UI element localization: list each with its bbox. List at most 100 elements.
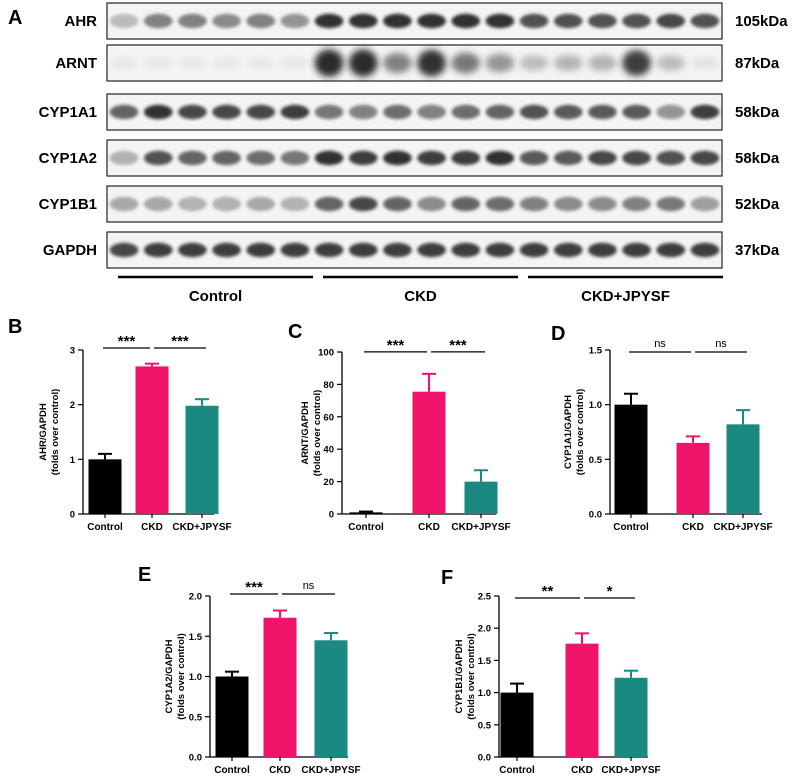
blot-band [519, 150, 549, 166]
blot-band [417, 13, 446, 29]
blot-band [451, 52, 481, 74]
blot-band [109, 196, 139, 212]
blot-strip [106, 2, 723, 40]
blot-protein-label: CYP1A1 [39, 104, 97, 121]
y-axis-label: (folds over control) [575, 389, 586, 476]
bar-chart-ahr: B 0 1 2 3 AHR/GAPDH (folds over control) Contro… [8, 316, 232, 533]
blot-band [553, 13, 583, 29]
blot-row: CYP1B1 52kDa [39, 185, 780, 223]
blot-band [622, 50, 651, 76]
blot-band [485, 13, 515, 29]
bar [464, 481, 498, 514]
blot-band [383, 242, 412, 258]
category-label: CKD [269, 765, 291, 776]
blot-band [622, 13, 651, 29]
blot-band [519, 55, 549, 71]
category-label: Control [499, 765, 535, 776]
blot-band [246, 104, 276, 120]
blot-band [143, 13, 173, 29]
blot-band [656, 196, 686, 212]
category-label: Control [87, 522, 123, 533]
significance-label: *** [387, 337, 405, 354]
category-label: CKD+JPYSF [451, 522, 510, 533]
blot-band [485, 196, 515, 212]
blot-band [143, 104, 173, 120]
blot-kda-label: 37kDa [735, 242, 780, 259]
blot-band [212, 57, 241, 69]
panel-label-a: A [8, 7, 22, 29]
y-tick-label: 0.5 [589, 455, 603, 466]
y-tick-label: 1.5 [478, 656, 492, 667]
y-tick-label: 2.5 [478, 592, 492, 603]
blot-band [383, 196, 412, 212]
y-tick-label: 0 [70, 510, 75, 521]
bar [726, 424, 760, 514]
blot-band [383, 53, 412, 73]
y-tick-label: 1.0 [189, 672, 202, 683]
y-tick-label: 0.5 [478, 720, 492, 731]
bar-chart-cyp1a1: D 0.0 0.5 1.0 1.5 CYP1A1/GAPDH (folds over con… [551, 323, 773, 533]
blot-band [553, 55, 583, 71]
group-label: CKD+JPYSF [581, 288, 670, 305]
blot-band [656, 242, 686, 258]
blot-band [246, 150, 276, 166]
blot-band [485, 242, 515, 258]
significance-label: ns [654, 338, 666, 350]
significance-label: *** [118, 333, 136, 350]
panel-label: B [8, 316, 22, 338]
y-tick-label: 0.0 [589, 510, 602, 521]
blot-band [178, 242, 207, 258]
blot-band [143, 150, 173, 166]
blot-kda-label: 58kDa [735, 104, 780, 121]
blot-strip [106, 139, 723, 177]
blot-band [348, 150, 378, 166]
blot-band [485, 104, 515, 120]
blot-band [451, 196, 481, 212]
bar-chart-cyp1a2: E 0.0 0.5 1.0 1.5 2.0 CYP1A2/GAPDH (folds over … [138, 564, 361, 776]
blot-band [212, 13, 241, 29]
category-label: Control [214, 765, 250, 776]
blot-band [212, 150, 241, 166]
bar [135, 366, 169, 514]
blot-band [553, 150, 583, 166]
blot-band [417, 150, 446, 166]
blot-band [178, 104, 207, 120]
blot-band [417, 242, 446, 258]
y-tick-label: 20 [323, 477, 334, 488]
blot-band [348, 49, 378, 77]
blot-band [246, 13, 276, 29]
blot-band [314, 104, 344, 120]
category-label: CKD+JPYSF [601, 765, 660, 776]
panel-label: C [288, 321, 302, 343]
blot-band [553, 104, 583, 120]
y-tick-label: 1.5 [589, 346, 603, 357]
y-tick-label: 1.0 [478, 688, 491, 699]
significance-label: * [607, 583, 613, 600]
blot-band [383, 104, 412, 120]
blot-band [246, 57, 276, 69]
blot-band [622, 196, 651, 212]
blot-band [383, 150, 412, 166]
y-axis-label: CYP1A2/GAPDH [164, 639, 175, 713]
y-tick-label: 40 [323, 445, 334, 456]
blot-row: CYP1A2 58kDa [39, 139, 780, 177]
western-blot-panel: A AHR 105kDa ARNT 87kDa CYP1A1 58kDa CYP1A2 58k… [8, 2, 788, 305]
blot-band [280, 57, 310, 69]
blot-band [348, 196, 378, 212]
bar [215, 676, 249, 757]
blot-band [178, 196, 207, 212]
blot-band [178, 150, 207, 166]
blot-protein-label: ARNT [55, 55, 97, 72]
y-tick-label: 2 [70, 400, 75, 411]
blot-band [178, 57, 207, 69]
blot-band [588, 13, 617, 29]
blot-band [348, 242, 378, 258]
category-label: CKD [141, 522, 163, 533]
y-axis-label: CYP1B1/GAPDH [454, 639, 465, 713]
y-tick-label: 3 [70, 346, 75, 357]
category-label: CKD+JPYSF [172, 522, 231, 533]
blot-row: CYP1A1 58kDa [39, 93, 780, 131]
blot-band [622, 104, 651, 120]
blot-band [451, 104, 481, 120]
blot-strip [106, 93, 723, 131]
